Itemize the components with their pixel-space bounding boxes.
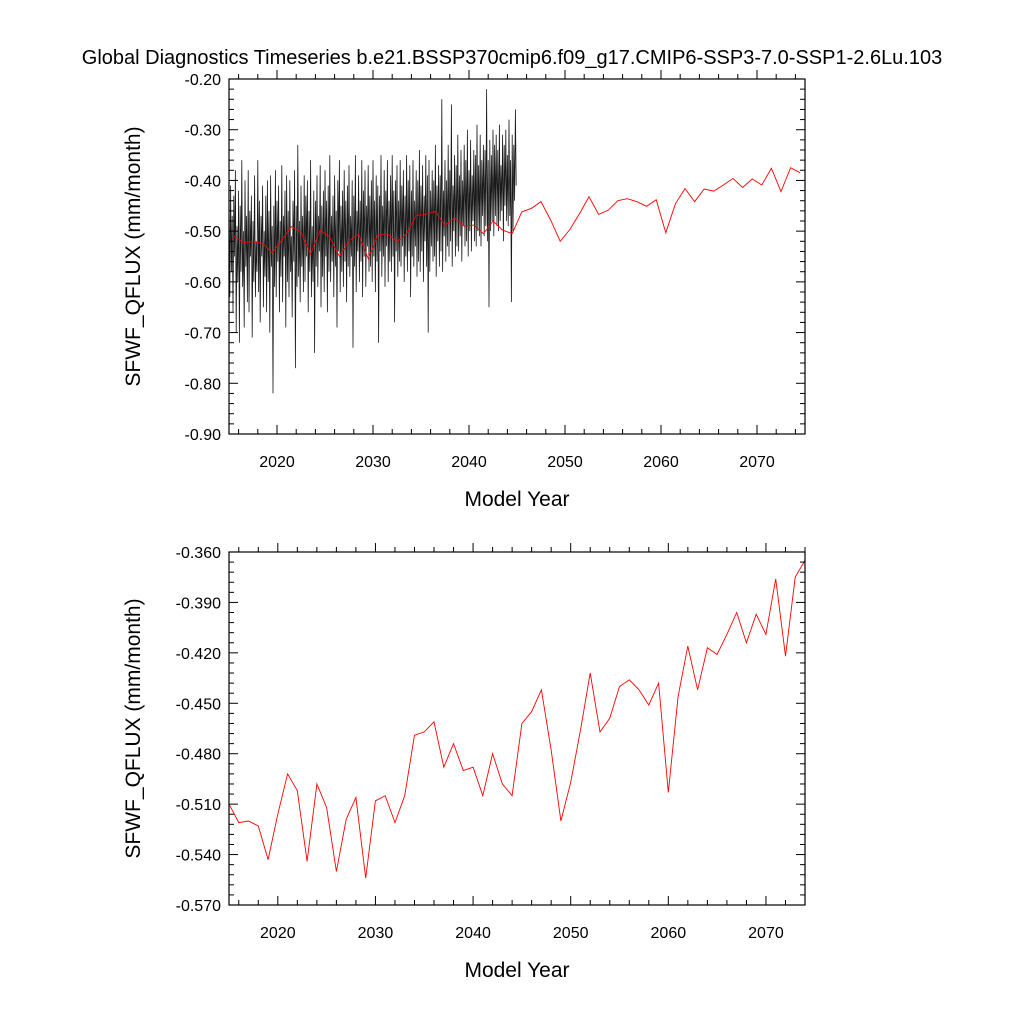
- y-tick-label: -0.60: [185, 275, 222, 292]
- y-tick-label: -0.390: [176, 595, 221, 612]
- y-tick-label: -0.510: [176, 797, 221, 814]
- x-tick-label: 2060: [643, 454, 679, 471]
- series-line-annual: [233, 167, 801, 260]
- series-line-annual: [228, 560, 806, 879]
- x-tick-label: 2060: [651, 925, 687, 942]
- y-axis-label: SFWF_QFLUX (mm/month): [122, 598, 145, 858]
- plot-frame: [228, 551, 806, 906]
- series-line-monthly: [228, 89, 517, 394]
- y-tick-label: -0.570: [176, 898, 221, 915]
- x-axis-label: Model Year: [464, 488, 569, 511]
- y-tick-label: -0.50: [185, 224, 222, 241]
- y-tick-label: -0.90: [185, 427, 222, 444]
- plot-frame: [228, 78, 806, 435]
- bottom-panel: 2020 2030 2040 2050 2060 2070 -0.570 -0.540 -0.5…: [122, 543, 806, 982]
- x-axis-label: Model Year: [464, 959, 569, 982]
- x-tick-label: 2030: [355, 454, 391, 471]
- y-tick-label: -0.450: [176, 696, 221, 713]
- y-tick-label: -0.540: [176, 848, 221, 865]
- figure-title: Global Diagnostics Timeseries b.e21.BSSP…: [82, 47, 942, 69]
- y-tick-label: -0.20: [185, 72, 222, 89]
- x-tick-label: 2020: [259, 454, 295, 471]
- x-tick-label: 2040: [455, 925, 491, 942]
- x-tick-label: 2020: [260, 925, 296, 942]
- x-tick-label: 2070: [748, 925, 784, 942]
- top-panel: 2020 2030 2040 2050 2060 2070 -0.90 -0.80 -0.70 -…: [122, 70, 806, 511]
- y-tick-label: -0.480: [176, 747, 221, 764]
- x-tick-label: 2050: [553, 925, 589, 942]
- y-tick-label: -0.420: [176, 646, 221, 663]
- x-tick-label: 2030: [358, 925, 394, 942]
- x-tick-label: 2070: [739, 454, 775, 471]
- x-tick-label: 2040: [451, 454, 487, 471]
- x-tick-label: 2050: [547, 454, 583, 471]
- y-tick-label: -0.70: [185, 326, 222, 343]
- y-tick-label: -0.40: [185, 173, 222, 190]
- y-axis-label: SFWF_QFLUX (mm/month): [122, 126, 145, 386]
- y-tick-label: -0.30: [185, 123, 222, 140]
- y-tick-label: -0.80: [185, 376, 222, 393]
- y-tick-label: -0.360: [176, 545, 221, 562]
